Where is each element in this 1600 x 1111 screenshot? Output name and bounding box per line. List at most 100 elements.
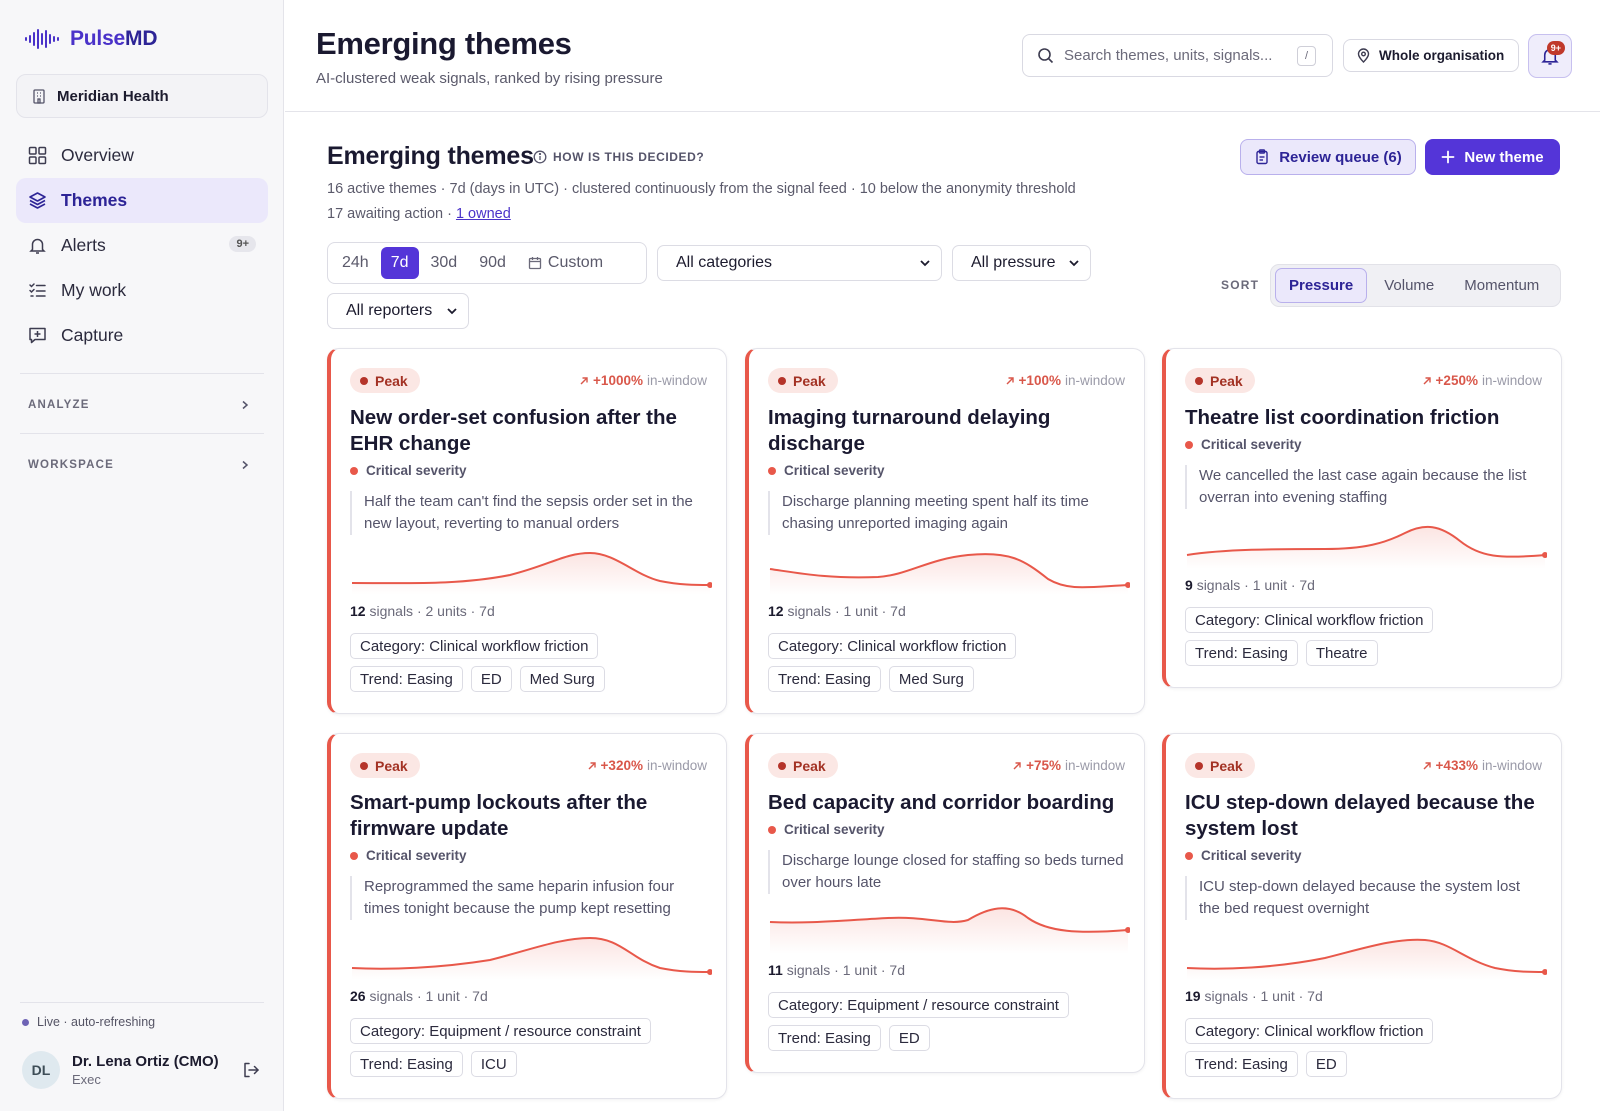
page-subtitle: AI-clustered weak signals, ranked by ris… [316, 70, 663, 87]
search-input[interactable]: Search themes, units, signals... / [1022, 34, 1333, 77]
theme-card[interactable]: Peak +75% in-window Bed capacity and corrid… [745, 733, 1145, 1073]
theme-tag[interactable]: Med Surg [888, 666, 974, 692]
sparkline-area [352, 938, 710, 980]
theme-card[interactable]: Peak +100% in-window Imaging turnaround del… [745, 348, 1145, 714]
signal-quote: Discharge lounge closed for staffing so … [768, 850, 1128, 894]
sort-option-momentum[interactable]: Momentum [1464, 277, 1540, 294]
live-status: Live · auto-refreshing [22, 1015, 155, 1029]
logout-icon[interactable] [242, 1061, 260, 1079]
category-tag[interactable]: Category: Equipment / resource constrain… [350, 1018, 651, 1044]
sparkline-line [351, 936, 711, 973]
chevron-down-icon [447, 308, 457, 315]
user-profile[interactable]: DL Dr. Lena Ortiz (CMO) Exec [22, 1051, 260, 1089]
new-theme-button[interactable]: New theme [1425, 139, 1560, 175]
map-pin-icon [1357, 48, 1370, 63]
theme-tag[interactable]: Trend: Easing [1185, 1051, 1298, 1077]
delta-suffix: in-window [1481, 373, 1542, 388]
sort-option-pressure[interactable]: Pressure [1275, 268, 1368, 303]
stats-detail: signals · 1 unit · 7d [787, 603, 906, 619]
range-option-custom[interactable]: Custom [518, 247, 613, 279]
theme-tag[interactable]: Trend: Easing [1185, 640, 1298, 666]
severity-label: Critical severity [350, 848, 467, 863]
theme-tags: Category: Clinical workflow friction Tren… [1185, 1018, 1555, 1077]
theme-tag[interactable]: ED [1305, 1051, 1347, 1077]
calendar-icon [528, 257, 542, 270]
theme-tag[interactable]: Trend: Easing [768, 1025, 881, 1051]
category-select[interactable]: All categories [657, 245, 942, 281]
nav-item-my-work[interactable]: My work [16, 268, 268, 313]
org-name: Meridian Health [57, 87, 169, 105]
how-decided-link[interactable]: HOW IS THIS DECIDED? [533, 150, 704, 164]
new-theme-label: New theme [1464, 148, 1544, 166]
nav-item-overview[interactable]: Overview [16, 133, 268, 178]
delta-suffix: in-window [646, 758, 707, 773]
nav-label: Capture [61, 325, 124, 345]
range-option-90d[interactable]: 90d [479, 254, 506, 271]
theme-title[interactable]: Bed capacity and corridor boarding [768, 791, 1115, 814]
status-badge: Peak [1185, 368, 1255, 393]
theme-card[interactable]: Peak +320% in-window Smart-pump lockouts af… [327, 733, 727, 1099]
pressure-select[interactable]: All pressure [952, 245, 1091, 281]
theme-stats: 12 signals · 2 units · 7d [350, 603, 495, 619]
signal-count: 26 [350, 988, 366, 1004]
theme-tag[interactable]: Theatre [1305, 640, 1378, 666]
severity-label: Critical severity [1185, 437, 1302, 452]
range-option-30d[interactable]: 30d [430, 254, 458, 271]
category-tag[interactable]: Category: Clinical workflow friction [1185, 607, 1434, 633]
org-switcher[interactable]: Meridian Health [16, 74, 268, 118]
theme-card[interactable]: Peak +433% in-window ICU step-down delayed … [1162, 733, 1562, 1099]
reporters-select[interactable]: All reporters [327, 293, 469, 329]
theme-tag[interactable]: Trend: Easing [768, 666, 881, 692]
theme-tag[interactable]: ED [888, 1025, 930, 1051]
theme-tag[interactable]: Med Surg [519, 666, 605, 692]
theme-title[interactable]: Theatre list coordination friction [1185, 406, 1500, 429]
live-dot-icon [22, 1018, 29, 1026]
scope-selector[interactable]: Whole organisation [1343, 39, 1520, 72]
nav-item-alerts[interactable]: Alerts 9+ [16, 223, 268, 268]
severity-dot-icon [768, 466, 776, 475]
status-dot-icon [1195, 761, 1203, 770]
category-tag[interactable]: Category: Clinical workflow friction [768, 633, 1017, 659]
category-tag[interactable]: Category: Clinical workflow friction [350, 633, 599, 659]
theme-stats: 9 signals · 1 unit · 7d [1185, 577, 1315, 593]
theme-title[interactable]: Imaging turnaround delaying discharge [768, 406, 1051, 455]
grid-icon [28, 146, 47, 165]
range-option-7d[interactable]: 7d [380, 247, 419, 279]
review-queue-button[interactable]: Review queue (6) [1240, 139, 1416, 175]
severity-label: Critical severity [1185, 848, 1302, 863]
arrow-up-right-icon [588, 761, 596, 769]
severity-dot-icon [1185, 851, 1193, 860]
range-option-24h[interactable]: 24h [342, 254, 369, 271]
trend-sparkline [351, 936, 712, 980]
layers-icon [29, 192, 46, 209]
theme-title[interactable]: New order-set confusion after the EHR ch… [350, 406, 677, 455]
nav-label: Overview [61, 145, 134, 165]
section-analyze[interactable]: ANALYZE [28, 399, 250, 411]
owned-link[interactable]: 1 owned [455, 206, 511, 222]
pulse-waveform-icon [25, 29, 59, 49]
theme-tag[interactable]: Trend: Easing [350, 666, 463, 692]
category-tag[interactable]: Category: Equipment / resource constrain… [768, 992, 1069, 1018]
severity-text: Critical severity [366, 848, 467, 863]
clipboard-icon [1256, 149, 1268, 165]
notifications-button[interactable]: 9+ [1528, 34, 1572, 78]
brand-logo[interactable]: PulseMD [24, 26, 157, 52]
category-tag[interactable]: Category: Clinical workflow friction [1185, 1018, 1434, 1044]
nav-item-capture[interactable]: Capture [16, 313, 268, 358]
severity-dot-icon [1185, 440, 1193, 449]
divider [20, 433, 264, 434]
nav-item-themes[interactable]: Themes [16, 178, 268, 223]
theme-tag[interactable]: ED [470, 666, 512, 692]
trend-sparkline [351, 551, 712, 595]
theme-title[interactable]: ICU step-down delayed because the system… [1185, 791, 1535, 840]
delta-value: +250% [1435, 373, 1478, 388]
theme-card[interactable]: Peak +250% in-window Theatre list coordinat… [1162, 348, 1562, 688]
chevron-right-icon [242, 400, 249, 410]
theme-tag[interactable]: ICU [470, 1051, 517, 1077]
time-range-picker: 24h 7d 30d 90d Custom [327, 242, 647, 284]
theme-title[interactable]: Smart-pump lockouts after the firmware u… [350, 791, 648, 840]
sort-option-volume[interactable]: Volume [1384, 277, 1435, 294]
section-workspace[interactable]: WORKSPACE [28, 459, 250, 471]
theme-tag[interactable]: Trend: Easing [350, 1051, 463, 1077]
theme-card[interactable]: Peak +1000% in-window New order-set confusi… [327, 348, 727, 714]
